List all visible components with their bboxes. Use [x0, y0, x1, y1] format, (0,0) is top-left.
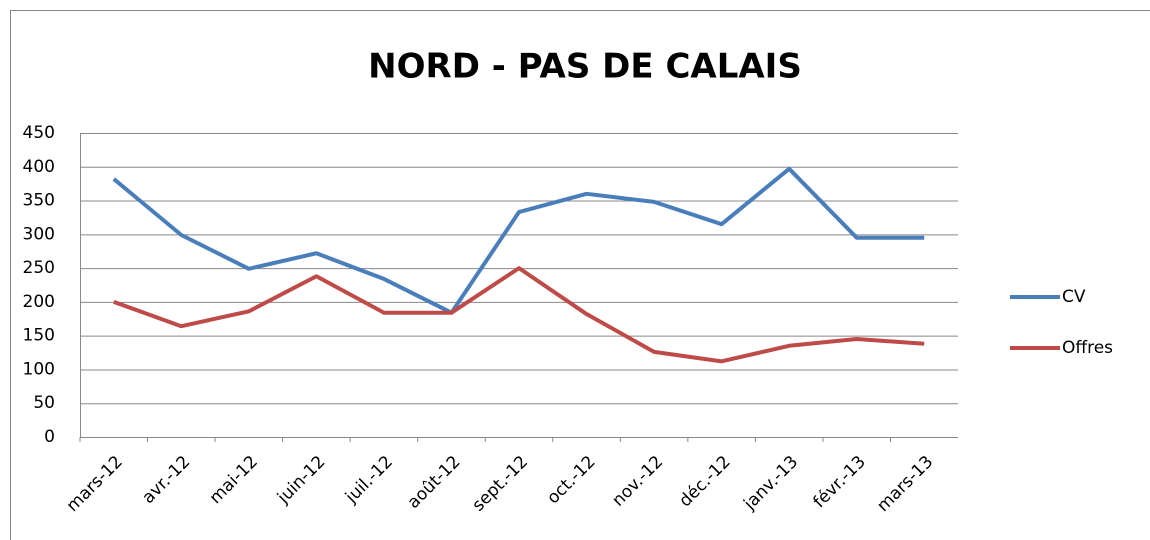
y-tick-label: 400 — [23, 157, 55, 177]
x-tick-label: juin-12 — [273, 452, 329, 508]
x-tick-label: mars-13 — [873, 452, 937, 516]
x-tick-label: mai-12 — [206, 452, 262, 508]
y-tick-label: 450 — [23, 123, 55, 143]
legend-label: CV — [1062, 287, 1086, 307]
x-tick-label: avr.-12 — [138, 452, 194, 508]
x-tick-label: mars-12 — [63, 452, 127, 516]
y-tick-label: 300 — [23, 224, 55, 244]
x-tick-label: oct.-12 — [543, 452, 599, 508]
legend-label: Offres — [1062, 338, 1113, 358]
y-tick-label: 150 — [23, 326, 55, 346]
x-tick-label: déc.-12 — [675, 452, 734, 511]
series-line — [113, 266, 925, 364]
y-tick-label: 50 — [33, 393, 55, 413]
x-tick-label: août-12 — [404, 452, 465, 513]
y-tick-label: 200 — [23, 292, 55, 312]
y-tick-label: 0 — [44, 427, 55, 447]
x-tick-label: sept.-12 — [468, 452, 532, 516]
chart-frame — [10, 10, 1150, 540]
series-line — [112, 166, 925, 315]
y-tick-label: 250 — [23, 258, 55, 278]
x-tick-label: nov.-12 — [608, 452, 667, 511]
x-tick-label: janv.-13 — [739, 452, 802, 515]
y-tick-label: 100 — [23, 359, 55, 379]
x-tick-label: févr.-13 — [810, 452, 870, 512]
chart-title: NORD - PAS DE CALAIS — [368, 47, 802, 87]
y-tick-label: 350 — [23, 191, 55, 211]
x-tick-label: juil.-12 — [341, 452, 397, 508]
